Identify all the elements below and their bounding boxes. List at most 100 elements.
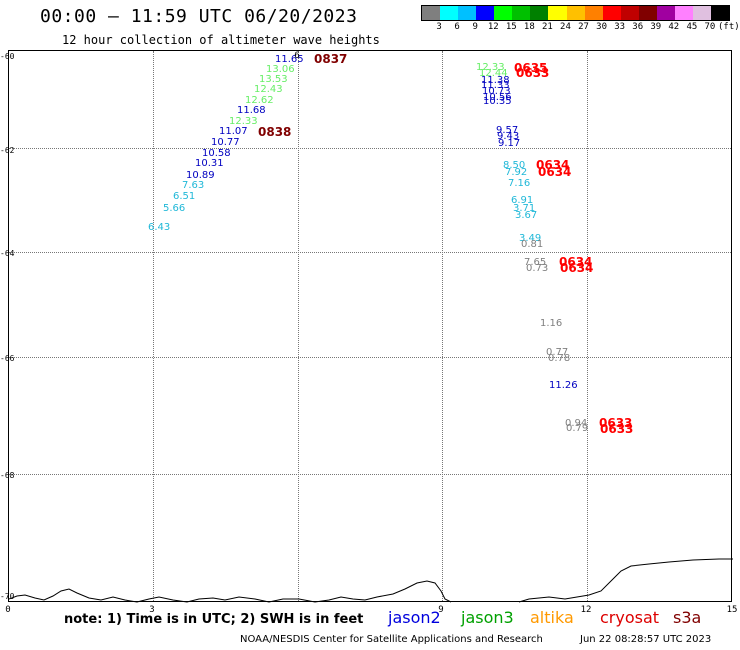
wave-height-value: 11.65 — [275, 54, 304, 65]
color-swatch — [422, 6, 441, 20]
color-scale-tick-label: 42 — [668, 22, 680, 32]
pass-time-label: 0633 — [599, 416, 633, 430]
lat-label-66: -66 — [0, 354, 15, 363]
grid-line-lat-68 — [9, 474, 731, 475]
wave-height-value: 12.44 — [479, 68, 508, 79]
wave-height-value: 7.65 — [524, 257, 547, 268]
color-swatch — [674, 6, 693, 20]
grid-line-lon-12 — [587, 51, 588, 601]
footer-note: note: 1) Time is in UTC; 2) SWH is in fe… — [64, 612, 364, 627]
wave-height-value: 9.43 — [497, 131, 520, 142]
wave-height-value: 12.33 — [229, 116, 258, 127]
wave-height-value: 7.16 — [508, 178, 531, 189]
generation-timestamp: Jun 22 08:28:57 UTC 2023 — [580, 634, 712, 645]
lon-label-12: 12 — [580, 605, 592, 615]
antarctic-coastline — [9, 558, 733, 603]
grid-line-lat-66 — [9, 357, 731, 358]
pass-time-label: 0634 — [538, 165, 572, 179]
wave-height-value: 3.67 — [515, 210, 538, 221]
pass-time-label: 0838 — [258, 125, 292, 139]
color-swatch — [548, 6, 567, 20]
color-swatch — [566, 6, 585, 20]
color-swatch — [602, 6, 621, 20]
wave-height-value: 9.17 — [498, 138, 521, 149]
credit-line: NOAA/NESDIS Center for Satellite Applica… — [240, 634, 543, 645]
color-swatch — [530, 6, 549, 20]
pass-time-label: 0634 — [559, 255, 593, 269]
color-scale-tick-label: 21 — [541, 22, 553, 32]
color-scale-tick-label: 18 — [523, 22, 535, 32]
wave-height-value: 11.33 — [481, 80, 510, 91]
color-scale-tick-label: 24 — [560, 22, 571, 32]
color-swatch — [692, 6, 711, 20]
wave-height-value: 11.38 — [481, 75, 510, 86]
pass-time-label: 0634 — [560, 261, 594, 275]
wave-height-value: 12.33 — [476, 62, 505, 73]
color-scale-tick-label: 36 — [632, 22, 644, 32]
color-swatch — [476, 6, 495, 20]
wave-height-value: 11.68 — [237, 105, 266, 116]
color-scale-tick-label: 33 — [614, 22, 626, 32]
wave-height-value: 8.50 — [503, 160, 526, 171]
wave-height-value: 0.79 — [566, 423, 589, 434]
satellite-legend-s3a: s3a — [673, 608, 702, 627]
pass-time-label: 0633 — [516, 66, 550, 80]
wave-height-value: 0.73 — [526, 263, 549, 274]
color-swatch — [711, 6, 730, 20]
color-scale-tick-label: 6 — [454, 22, 460, 32]
lon-label-0: 0 — [5, 605, 11, 615]
lon-label-15: 15 — [726, 605, 738, 615]
color-swatch — [584, 6, 603, 20]
map-subtitle: 12 hour collection of altimeter wave hei… — [62, 33, 380, 47]
wave-height-value: 10.58 — [202, 148, 231, 159]
map-title: 00:00 – 11:59 UTC 06/20/2023 — [40, 6, 358, 27]
lat-label-68: -68 — [0, 471, 15, 480]
wave-height-value: 13.06 — [266, 64, 295, 75]
wave-height-value: 10.73 — [482, 86, 511, 97]
color-swatch — [440, 6, 459, 20]
wave-height-value: 3.49 — [519, 233, 542, 244]
lon-label-9: 9 — [438, 605, 444, 615]
wave-height-value: 5.66 — [163, 203, 186, 214]
wave-height-value: 7.92 — [505, 167, 528, 178]
wave-height-value: 9.57 — [496, 125, 519, 136]
wave-height-value: 10.89 — [186, 170, 215, 181]
grid-line-lat-62 — [9, 148, 731, 149]
satellite-legend-jason2: jason2 — [388, 608, 441, 627]
pass-time-label: 0633 — [600, 422, 634, 436]
color-swatch — [656, 6, 675, 20]
color-scale-tick-label: 70 — [704, 22, 716, 32]
wave-height-value: 10.77 — [211, 137, 240, 148]
wave-height-value: 6.43 — [148, 222, 171, 233]
color-swatch — [620, 6, 639, 20]
wave-height-value: 13.53 — [259, 74, 288, 85]
lon-label-3: 3 — [149, 605, 155, 615]
wave-height-value: 10.35 — [483, 96, 512, 107]
map-plot-area: 11.65 13.06 13.53 12.43 12.62 11.68 12.33 11.07… — [8, 50, 733, 603]
color-scale-tick-label: 30 — [596, 22, 607, 32]
color-swatch — [494, 6, 513, 20]
wave-height-value: 10.56 — [483, 92, 512, 103]
color-swatch — [638, 6, 657, 20]
wave-height-value: 11.26 — [549, 380, 578, 391]
wave-height-value: 3.71 — [513, 203, 536, 214]
color-scale-tick-label: 45 — [686, 22, 698, 32]
lat-label-60: -60 — [0, 52, 15, 61]
grid-line-lon-6 — [298, 51, 299, 601]
lat-label-62: -62 — [0, 146, 15, 155]
color-scale-tick-label: 39 — [650, 22, 662, 32]
wave-height-value: 0.77 — [546, 347, 569, 358]
wave-height-value: 0.78 — [548, 353, 571, 364]
satellite-legend-jason3: jason3 — [461, 608, 514, 627]
satellite-legend-altika: altika — [530, 608, 574, 627]
grid-line-lon-3 — [153, 51, 154, 601]
wave-height-value: 12.43 — [254, 84, 283, 95]
color-scale-tick-label: 15 — [505, 22, 517, 32]
color-scale-tick-label: 3 — [436, 22, 442, 32]
color-scale-legend — [421, 5, 730, 21]
color-scale-tick-label: 27 — [578, 22, 589, 32]
grid-line-lon-9 — [442, 51, 443, 601]
wave-height-value: 6.51 — [173, 191, 196, 202]
color-scale-tick-label: 12 — [487, 22, 499, 32]
lon-label-6: 6 — [294, 51, 300, 61]
